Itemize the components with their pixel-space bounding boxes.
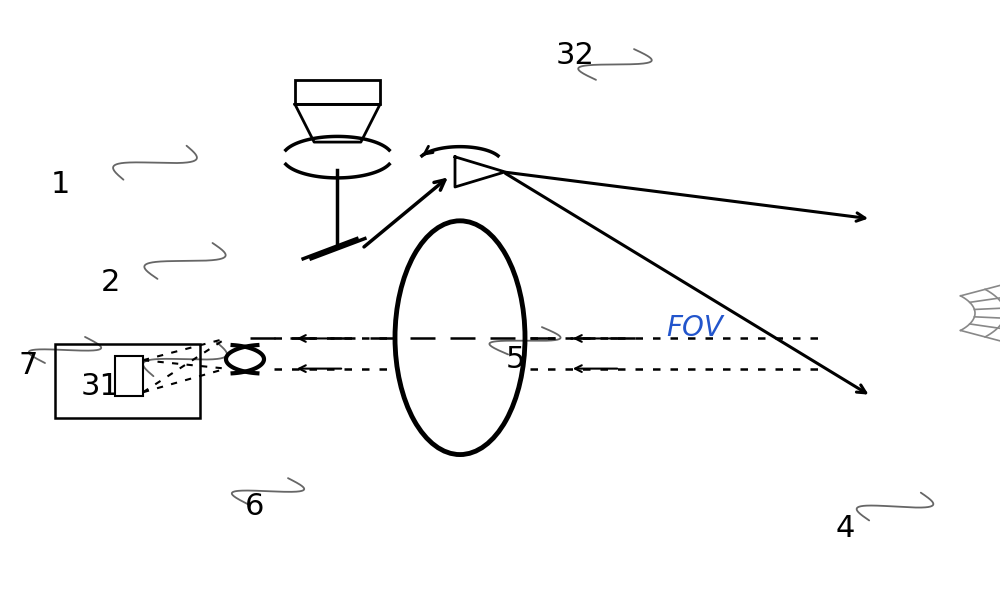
- Bar: [295, 80, 380, 104]
- Text: FOV: FOV: [667, 314, 723, 343]
- Text: 31: 31: [81, 372, 119, 402]
- Text: 5: 5: [505, 344, 525, 374]
- Text: 4: 4: [835, 513, 855, 543]
- Text: 2: 2: [100, 268, 120, 297]
- Text: 6: 6: [245, 492, 265, 521]
- Text: 32: 32: [556, 41, 594, 70]
- Text: 7: 7: [18, 351, 38, 380]
- Bar: [115, 357, 143, 396]
- Text: 1: 1: [50, 169, 70, 199]
- Bar: [55, 344, 200, 418]
- Polygon shape: [455, 157, 505, 187]
